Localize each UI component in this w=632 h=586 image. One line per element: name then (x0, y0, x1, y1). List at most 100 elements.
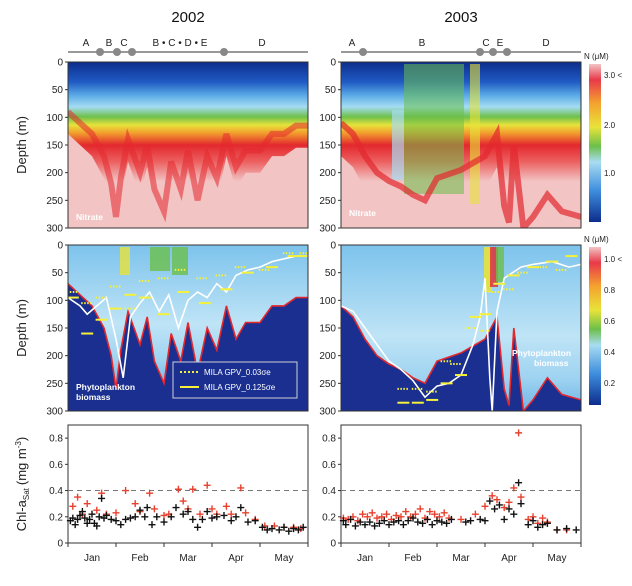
colorbar-nitrate: N (μM) 3.0 < 2.0 1.0 (584, 52, 622, 222)
chl-point-black (251, 517, 259, 525)
chl-point-red (189, 485, 197, 493)
colorbar-tick: 0.8 (604, 286, 616, 295)
nitracline-line-2002 (68, 283, 308, 390)
colorbar-tick: 2.0 (604, 121, 616, 130)
chl-point-black (93, 522, 101, 530)
chl-point-black (167, 513, 175, 521)
phase-bar-2003: A B C E D (341, 38, 581, 56)
colorbar-tick: 0.4 (604, 348, 616, 357)
chl-point-red (457, 515, 465, 523)
phase-marker (113, 48, 121, 56)
chl-point-black (371, 522, 379, 530)
chl-point-black (117, 521, 125, 529)
chl-point-black (423, 515, 431, 523)
chl-point-black (356, 518, 364, 526)
chl-point-red (93, 506, 101, 514)
chl-point-black (194, 523, 202, 531)
chl-point-red (74, 493, 82, 501)
phyto-panel-label-line2-2002: biomass (76, 392, 111, 402)
phase-marker (128, 48, 136, 56)
colorbar-tick: 0.2 (604, 379, 616, 388)
chl-point-black (399, 521, 407, 529)
chl-point-black (189, 515, 197, 523)
chl-point-red (196, 510, 204, 518)
chl-point-black (572, 526, 580, 534)
chl-point-red (517, 493, 525, 501)
y-axis-label-nitrate: Depth (m) (14, 116, 29, 174)
chl-point-red (83, 500, 91, 508)
chl-point-black (443, 519, 451, 527)
chl-point-black (232, 513, 240, 521)
phase-bar-2002: A B C B • C • D • E D (68, 38, 308, 56)
chl-point-black (244, 518, 252, 526)
chl-point-black (500, 515, 508, 523)
chl-point-black (385, 521, 393, 529)
y-tick-label: 150 (46, 324, 63, 335)
chl-point-black (339, 517, 347, 525)
chl-point-red (488, 492, 496, 500)
y-tick-label: 0.6 (49, 460, 63, 471)
chl-point-black (83, 519, 91, 527)
y-tick-label: 250 (319, 196, 336, 207)
chl-label-main: Chl-a (14, 499, 29, 531)
gpv-markers-2003 (397, 255, 578, 404)
colorbar-strip (589, 64, 601, 222)
colorbar-title: N (μM) (584, 52, 609, 61)
y-axis-label-chl: Chl-aSat (mg m-3) (14, 437, 31, 531)
chl-point-red (174, 485, 182, 493)
chl-point-black (428, 521, 436, 529)
y-tick-label: 0.2 (322, 512, 336, 523)
chl-point-red (146, 489, 154, 497)
chl-point-red (500, 504, 508, 512)
chl-point-black (515, 479, 523, 487)
chl-point-red (112, 509, 120, 517)
month-label: Jan (357, 553, 373, 564)
chl-point-black (433, 517, 441, 525)
colorbar-title: N (μM) (584, 235, 609, 244)
chl-point-black (198, 515, 206, 523)
chl-point-red (378, 513, 386, 521)
chl-point-red (150, 505, 158, 513)
nitrate-field-2002 (68, 62, 308, 228)
phase-marker (96, 48, 104, 56)
phase-label: C (482, 38, 489, 49)
nitrate-panel-2003 (341, 62, 581, 228)
y-tick-label: 200 (46, 168, 63, 179)
y-tick-label: 0.8 (322, 434, 336, 445)
chl-point-black (495, 501, 503, 509)
chl-point-black (294, 526, 302, 534)
chl-point-black (505, 505, 513, 513)
chl-point-black (141, 513, 149, 521)
chl-point-black (71, 521, 79, 529)
phyto-bloom-patch (496, 247, 504, 282)
mld-line-2003 (341, 260, 581, 411)
colorbar-tick: 1.0 < (604, 255, 622, 264)
chl-point-black (380, 517, 388, 525)
chl-point-black (553, 526, 561, 534)
chl-point-red (373, 514, 381, 522)
colorbar-tick: 3.0 < (604, 71, 622, 80)
chl-label-unit: (mg m (14, 448, 29, 485)
mld-line-2002 (68, 255, 308, 378)
chl-point-black (285, 527, 293, 535)
chl-point-black (184, 508, 192, 516)
chl-point-black (258, 523, 266, 531)
nitrate-yellow-band (470, 64, 480, 204)
chl-point-black (220, 511, 228, 519)
chl-point-red (481, 502, 489, 510)
y-tick-label: 0 (330, 241, 336, 252)
chl-point-black (529, 517, 537, 525)
legend-label-dotted: MILA GPV_0.03σe (204, 368, 271, 377)
phyto-panel-label-line1-2002: Phytoplankton (76, 382, 135, 392)
y-tick-label: 0.6 (322, 460, 336, 471)
phase-label: A (83, 38, 90, 49)
y-tick-label: 0 (330, 58, 336, 69)
chl-point-black (290, 525, 298, 533)
chl-point-black (203, 508, 211, 516)
chl-point-black (438, 518, 446, 526)
phyto-panel-2003 (341, 245, 581, 411)
chl-point-black (395, 517, 403, 525)
chl-point-black (86, 515, 94, 523)
y-tick-label: 50 (52, 85, 64, 96)
